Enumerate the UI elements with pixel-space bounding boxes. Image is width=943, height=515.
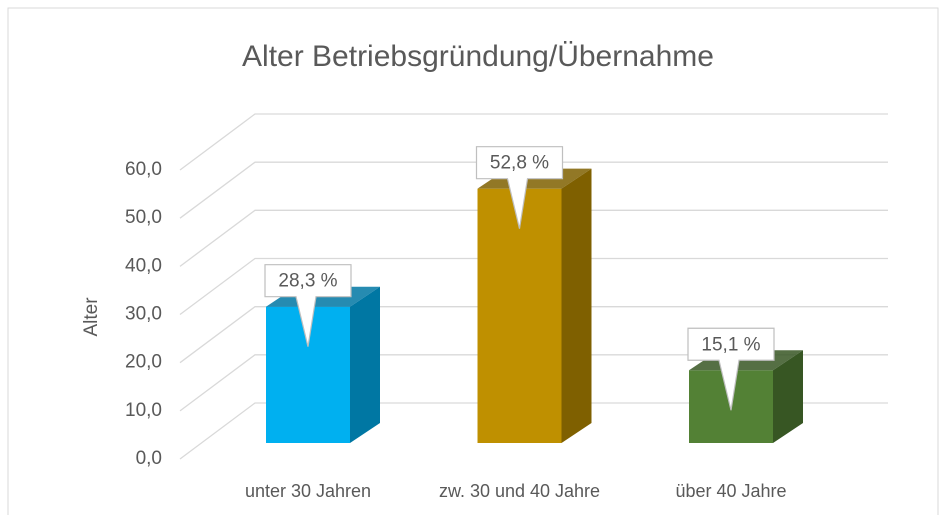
x-tick-label: unter 30 Jahren [245, 481, 371, 501]
y-tick-label: 40,0 [125, 255, 162, 276]
y-axis-title: Alter [81, 297, 102, 337]
data-label: 52,8 % [490, 153, 549, 174]
grid-line [179, 402, 888, 460]
grid-line [179, 209, 888, 267]
x-tick-label: zw. 30 und 40 Jahre [439, 481, 600, 501]
grid-line [179, 257, 888, 316]
bar-side [561, 168, 592, 443]
bar-side [773, 350, 803, 443]
bar-side [350, 286, 380, 443]
y-tick-label: 30,0 [125, 304, 162, 325]
data-label-callout [687, 327, 775, 411]
grid-line [179, 113, 888, 171]
y-tick-label: 50,0 [125, 207, 162, 228]
y-tick-label: 0,0 [136, 448, 162, 469]
grid-line [179, 306, 888, 364]
x-tick-label: über 40 Jahre [675, 481, 786, 501]
bar [477, 188, 562, 443]
data-label-callout [475, 146, 564, 229]
y-tick-label: 20,0 [125, 352, 162, 373]
data-label: 28,3 % [278, 271, 337, 292]
grid-line [179, 161, 888, 219]
data-label-callout [264, 264, 352, 347]
y-tick-label: 60,0 [125, 159, 162, 180]
y-tick-label: 10,0 [125, 400, 162, 421]
grid-line [179, 354, 888, 412]
chart-title: Alter Betriebsgründung/Übernahme [242, 40, 714, 73]
data-label: 15,1 % [701, 334, 760, 355]
